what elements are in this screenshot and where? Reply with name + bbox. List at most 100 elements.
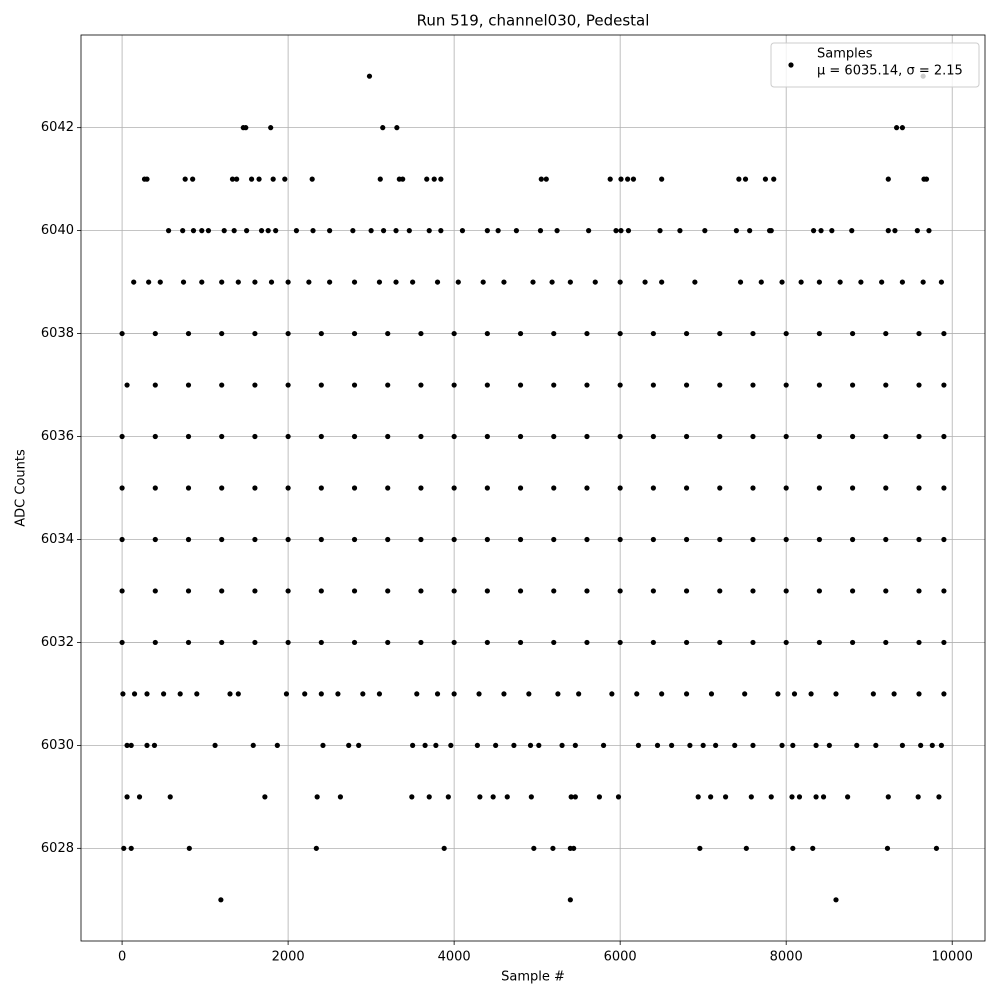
data-point — [892, 228, 898, 234]
data-point — [733, 228, 739, 234]
data-point — [199, 279, 205, 285]
data-point — [790, 742, 796, 748]
data-point — [426, 794, 432, 800]
data-point — [131, 691, 138, 697]
data-point — [346, 742, 352, 748]
data-point — [313, 845, 319, 851]
data-point — [490, 794, 496, 800]
data-point — [742, 176, 749, 182]
data-point — [717, 485, 723, 491]
data-point — [551, 588, 557, 594]
data-point — [376, 691, 383, 697]
data-point — [393, 279, 399, 285]
data-point — [177, 691, 183, 697]
plot-frame — [80, 34, 986, 942]
data-point — [351, 485, 358, 491]
data-point — [717, 588, 723, 594]
data-point — [252, 588, 258, 594]
data-point — [798, 279, 804, 285]
data-point — [584, 330, 590, 337]
data-point — [493, 742, 499, 748]
data-point — [708, 691, 715, 697]
data-point — [194, 691, 200, 697]
data-point — [750, 742, 756, 748]
data-point — [180, 228, 186, 234]
data-point — [448, 742, 454, 748]
data-point — [418, 588, 424, 594]
data-point — [285, 382, 291, 388]
data-point — [282, 176, 288, 182]
data-point — [813, 794, 819, 800]
data-point — [360, 691, 366, 697]
data-point — [783, 536, 789, 543]
y-axis-label: ADC Counts — [14, 449, 29, 527]
data-point — [810, 845, 816, 851]
data-point — [273, 228, 279, 234]
y-tick-label: 6038 — [41, 326, 74, 341]
data-point — [941, 433, 947, 440]
data-point — [697, 845, 703, 851]
data-point — [642, 279, 648, 285]
data-point — [385, 433, 391, 440]
data-point — [459, 228, 466, 234]
data-point — [549, 279, 555, 285]
data-point — [683, 639, 690, 646]
data-point — [418, 536, 424, 543]
data-point — [551, 330, 557, 337]
data-point — [414, 691, 420, 697]
legend-label: Samples — [817, 47, 873, 62]
data-point — [650, 485, 656, 491]
data-point — [268, 279, 275, 285]
data-point — [883, 588, 889, 594]
data-point — [441, 845, 447, 851]
data-point — [451, 639, 457, 646]
data-point — [235, 691, 241, 697]
data-point — [826, 742, 832, 748]
data-point — [185, 536, 192, 543]
data-point — [576, 691, 582, 697]
data-point — [883, 536, 889, 543]
data-point — [219, 588, 225, 594]
data-point — [617, 639, 623, 646]
data-point — [285, 639, 291, 646]
data-point — [883, 485, 889, 491]
data-point — [517, 382, 524, 388]
y-tick-label: 6028 — [41, 841, 74, 856]
data-point — [732, 742, 738, 748]
data-point — [657, 228, 663, 234]
data-point — [858, 279, 864, 285]
data-point — [258, 228, 265, 234]
data-point — [650, 639, 656, 646]
data-point — [625, 228, 632, 234]
data-point — [916, 639, 922, 646]
data-point — [530, 279, 536, 285]
data-point — [385, 485, 391, 491]
data-point — [702, 228, 708, 234]
data-point — [683, 536, 690, 543]
y-tick-label: 6032 — [41, 635, 74, 650]
data-point — [736, 176, 742, 182]
data-point — [121, 845, 127, 851]
data-point — [438, 228, 444, 234]
x-tick-label: 2000 — [272, 950, 305, 965]
data-point — [418, 639, 424, 646]
data-point — [385, 330, 391, 337]
y-tick-label: 6034 — [41, 532, 74, 547]
data-point — [455, 279, 461, 285]
data-point — [938, 742, 945, 748]
data-point — [318, 639, 324, 646]
data-point — [400, 176, 406, 182]
data-point — [318, 536, 324, 543]
data-point — [376, 279, 383, 285]
data-point — [650, 330, 656, 337]
data-point — [351, 279, 358, 285]
data-point — [495, 228, 501, 234]
data-point — [915, 794, 921, 800]
data-point — [146, 279, 152, 285]
data-point — [568, 794, 574, 800]
data-point — [617, 536, 623, 543]
data-point — [124, 742, 130, 748]
data-point — [659, 691, 665, 697]
data-point — [199, 228, 205, 234]
